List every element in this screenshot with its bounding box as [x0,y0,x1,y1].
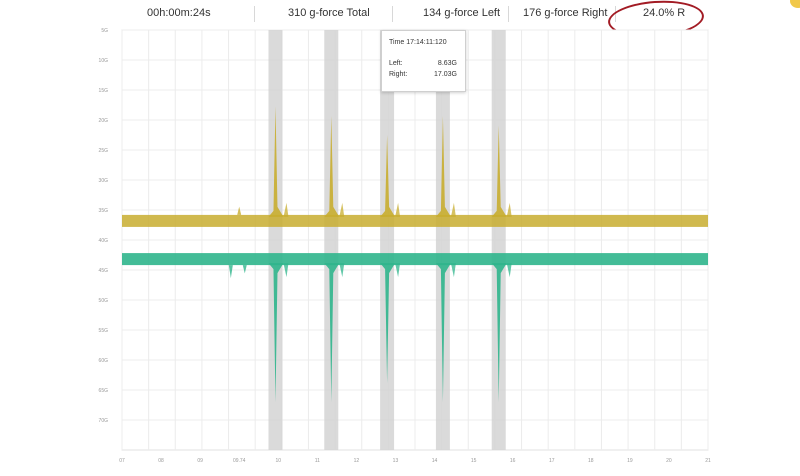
highlight-band [380,30,395,450]
left-noise-mark [237,206,242,215]
y-tick-label: 30G [99,178,109,184]
left-spike [380,135,396,217]
left-spike [268,106,284,217]
right-spike [324,263,340,403]
right-g-force-label: 176 g-force Right [523,7,608,19]
x-tick-label: 08 [158,458,164,464]
right-spike [450,263,456,278]
y-tick-label: 65G [99,388,109,394]
right-spike [339,263,345,278]
right-spike [491,263,507,403]
right-spike [435,263,451,403]
total-g-force-label: 310 g-force Total [288,7,370,19]
y-tick-label: 70G [99,418,109,424]
x-tick-label: 07 [119,458,125,464]
x-tick-label: 19 [627,458,633,464]
x-tick-label: 14 [432,458,438,464]
x-tick-label: 09.74 [233,458,246,464]
tooltip-right-value: 17.03G [434,71,457,78]
highlight-band [491,30,506,450]
y-tick-label: 25G [99,148,109,154]
y-tick-label: 35G [99,208,109,214]
header-divider [615,6,616,22]
tooltip-right-label: Right: [389,71,408,78]
x-tick-label: 15 [471,458,477,464]
left-spike [435,115,451,217]
y-tick-label: 20G [99,118,109,124]
y-tick-label: 45G [99,268,109,274]
x-tick-label: 10 [275,458,281,464]
ratio-label: 24.0% R [643,7,686,19]
x-tick-label: 13 [393,458,399,464]
corner-marker [790,0,800,8]
left-spike [339,202,345,217]
duration-label: 00h:00m:24s [147,7,211,19]
highlight-band [324,30,339,450]
left-series-band [122,214,708,227]
header-divider [392,6,393,22]
header-divider [508,6,509,22]
right-spike [506,263,512,278]
right-spike [395,263,401,278]
x-tick-label: 12 [354,458,360,464]
tooltip-time: Time 17:14:11:120 [389,39,447,46]
right-series-band [122,253,708,266]
x-tick-label: 16 [510,458,516,464]
highlight-band [268,30,283,450]
y-tick-label: 5G [101,28,108,34]
x-tick-label: 18 [588,458,594,464]
left-spike [506,202,512,217]
x-tick-label: 21 [705,458,711,464]
tooltip-left-value: 8.63G [437,60,457,67]
right-spike [283,263,289,278]
x-tick-label: 17 [549,458,555,464]
left-g-force-label: 134 g-force Left [423,7,501,19]
x-tick-label: 09 [197,458,203,464]
right-noise-mark [228,265,233,279]
right-spike [380,263,396,384]
y-tick-label: 15G [99,88,109,94]
highlight-band [435,30,450,450]
left-spike [450,202,456,217]
left-spike [324,115,340,217]
stats-header: 00h:00m:24s 310 g-force Total 134 g-forc… [0,0,800,28]
right-noise-mark [242,265,247,274]
right-spike [268,263,284,403]
x-tick-label: 20 [666,458,672,464]
x-tick-label: 11 [315,458,320,464]
tooltip-left-label: Left: [389,60,403,67]
y-tick-label: 55G [99,328,109,334]
hover-tooltip: Time 17:14:11:120 Left: 8.63G Right: 17.… [381,30,466,92]
y-tick-label: 40G [99,238,109,244]
left-spike [395,202,401,217]
left-spike [491,125,507,217]
y-tick-label: 50G [99,298,109,304]
header-divider [254,6,255,22]
y-tick-label: 10G [99,58,109,64]
y-tick-label: 60G [99,358,109,364]
left-spike [283,202,289,217]
